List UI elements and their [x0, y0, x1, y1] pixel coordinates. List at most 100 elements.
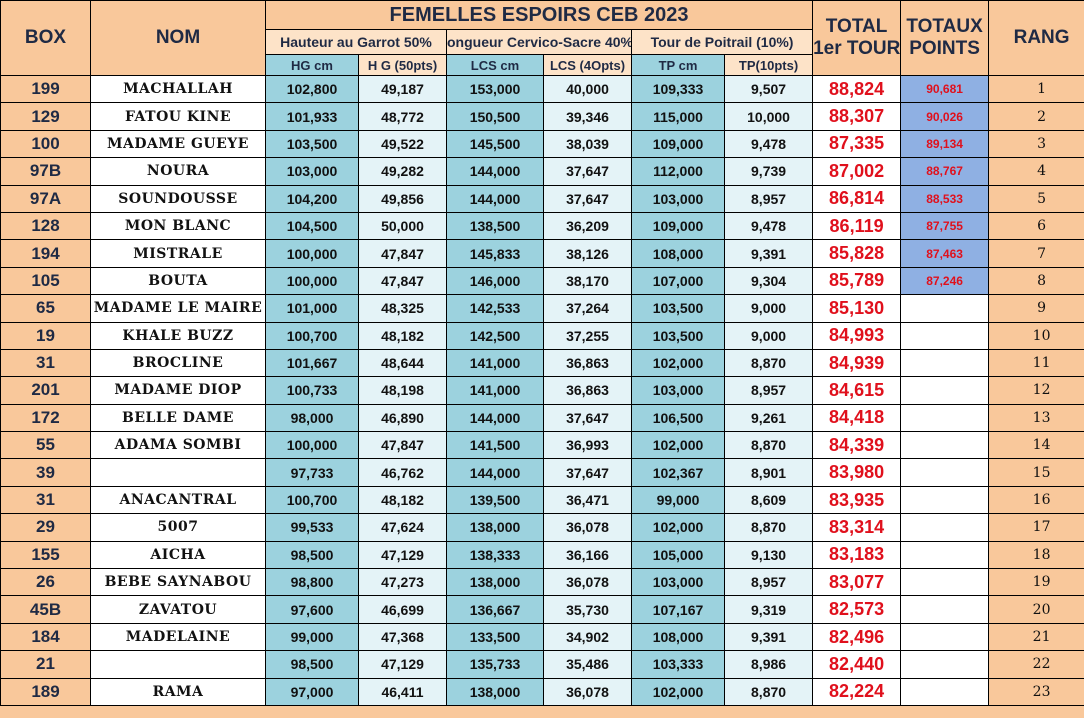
points-line2: POINTS: [909, 38, 980, 59]
cell-hg-cm: 98,500: [265, 650, 359, 679]
cell-points: [900, 485, 990, 515]
cell-lcs-pts: 36,078: [543, 568, 632, 597]
cell-points: [900, 650, 990, 679]
cell-lcs-pts: 36,993: [543, 431, 632, 460]
table-row: 184 MADELAINE 99,000 47,368 133,500 34,902 108…: [0, 622, 1084, 652]
cell-lcs-cm: 144,000: [446, 458, 544, 487]
cell-lcs-cm: 145,500: [446, 129, 544, 159]
cell-box: 97B: [0, 157, 91, 186]
table-row: 29 5007 99,533 47,624 138,000 36,078 102,000 8,…: [0, 513, 1084, 542]
cell-lcs-pts: 36,471: [543, 485, 632, 515]
cell-tp-pts: 9,319: [723, 595, 814, 624]
group-header-tp: Tour de Poitrail (10%): [630, 29, 814, 55]
cell-hg-pts: 46,699: [358, 595, 447, 624]
cell-lcs-cm: 144,000: [446, 184, 544, 213]
cell-lcs-pts: 37,255: [543, 321, 632, 350]
table-row: 19 KHALE BUZZ 100,700 48,182 142,500 37,255 10…: [0, 321, 1084, 350]
cell-tp-cm: 107,000: [631, 266, 725, 296]
cell-tp-pts: 8,609: [723, 485, 814, 515]
cell-tp-pts: 8,957: [723, 184, 814, 213]
cell-nom: NOURA: [90, 157, 266, 186]
cell-total: 86,119: [812, 211, 902, 241]
table-row: 199 MACHALLAH 102,800 49,187 153,000 40,000 10…: [0, 74, 1084, 104]
cell-tp-pts: 8,986: [723, 650, 814, 679]
cell-lcs-cm: 142,500: [446, 321, 544, 350]
table-row: 100 MADAME GUEYE 103,500 49,522 145,500 38,03…: [0, 129, 1084, 159]
cell-total: 83,980: [812, 458, 902, 487]
cell-points: 90,026: [900, 102, 990, 131]
cell-lcs-pts: 37,647: [543, 184, 632, 213]
group-header-lcs: ongueur Cervico-Sacre 40%: [446, 29, 632, 55]
cell-rang: 18: [988, 540, 1084, 570]
cell-tp-cm: 99,000: [631, 485, 725, 515]
col-header-rang: RANG: [988, 0, 1084, 76]
cell-rang: 3: [988, 129, 1084, 159]
cell-rang: 21: [988, 622, 1084, 652]
cell-box: 26: [0, 568, 91, 597]
cell-nom: BROCLINE: [90, 348, 266, 378]
col-header-lcs-cm: LCS cm: [446, 54, 544, 76]
cell-tp-cm: 102,000: [631, 348, 725, 378]
cell-rang: 7: [988, 239, 1084, 268]
total-line1: TOTAL: [825, 16, 888, 37]
cell-hg-pts: 49,522: [358, 129, 447, 159]
table-row: 31 BROCLINE 101,667 48,644 141,000 36,863 102,…: [0, 348, 1084, 378]
cell-hg-pts: 46,411: [358, 677, 447, 706]
cell-hg-pts: 47,624: [358, 513, 447, 542]
cell-total: 84,615: [812, 376, 902, 405]
cell-points: [900, 513, 990, 542]
cell-lcs-cm: 138,500: [446, 211, 544, 241]
cell-tp-cm: 102,000: [631, 677, 725, 706]
cell-hg-pts: 48,772: [358, 102, 447, 131]
cell-nom: MADAME LE MAIRE: [90, 294, 266, 323]
col-header-lcs-pts: LCS (4Opts): [543, 54, 632, 76]
cell-total: 82,573: [812, 595, 902, 624]
cell-nom: ZAVATOU: [90, 595, 266, 624]
cell-nom: BELLE DAME: [90, 403, 266, 433]
cell-lcs-pts: 36,863: [543, 348, 632, 378]
table-row: 189 RAMA 97,000 46,411 138,000 36,078 102,000 8…: [0, 677, 1084, 706]
cell-nom: MACHALLAH: [90, 74, 266, 104]
cell-tp-pts: 8,901: [723, 458, 814, 487]
table-row: 65 MADAME LE MAIRE 101,000 48,325 142,533 37,…: [0, 294, 1084, 323]
cell-tp-pts: 9,000: [723, 321, 814, 350]
cell-points: [900, 568, 990, 597]
cell-hg-pts: 49,187: [358, 74, 447, 104]
cell-hg-pts: 46,762: [358, 458, 447, 487]
cell-rang: 1: [988, 74, 1084, 104]
cell-lcs-pts: 36,863: [543, 376, 632, 405]
cell-nom: ADAMA SOMBI: [90, 431, 266, 460]
cell-hg-pts: 50,000: [358, 211, 447, 241]
cell-lcs-cm: 144,000: [446, 403, 544, 433]
cell-nom: [90, 650, 266, 679]
cell-lcs-pts: 37,647: [543, 403, 632, 433]
cell-points: 88,767: [900, 157, 990, 186]
cell-tp-cm: 109,000: [631, 129, 725, 159]
cell-lcs-cm: 138,333: [446, 540, 544, 570]
cell-hg-cm: 100,000: [265, 431, 359, 460]
cell-lcs-cm: 141,000: [446, 376, 544, 405]
cell-tp-cm: 102,367: [631, 458, 725, 487]
cell-hg-cm: 97,600: [265, 595, 359, 624]
cell-box: 128: [0, 211, 91, 241]
table-row: 194 MISTRALE 100,000 47,847 145,833 38,126 108…: [0, 239, 1084, 268]
cell-total: 85,828: [812, 239, 902, 268]
cell-points: 89,134: [900, 129, 990, 159]
cell-tp-pts: 9,391: [723, 622, 814, 652]
cell-lcs-cm: 138,000: [446, 677, 544, 706]
cell-tp-pts: 8,870: [723, 677, 814, 706]
cell-rang: 14: [988, 431, 1084, 460]
cell-tp-pts: 9,261: [723, 403, 814, 433]
cell-tp-cm: 103,000: [631, 184, 725, 213]
cell-rang: 17: [988, 513, 1084, 542]
cell-hg-cm: 101,000: [265, 294, 359, 323]
cell-rang: 13: [988, 403, 1084, 433]
cell-hg-pts: 47,847: [358, 431, 447, 460]
cell-box: 100: [0, 129, 91, 159]
cell-nom: BOUTA: [90, 266, 266, 296]
cell-box: 189: [0, 677, 91, 706]
cell-rang: 8: [988, 266, 1084, 296]
cell-lcs-pts: 39,346: [543, 102, 632, 131]
cell-tp-pts: 9,478: [723, 211, 814, 241]
col-header-box: BOX: [0, 0, 91, 76]
